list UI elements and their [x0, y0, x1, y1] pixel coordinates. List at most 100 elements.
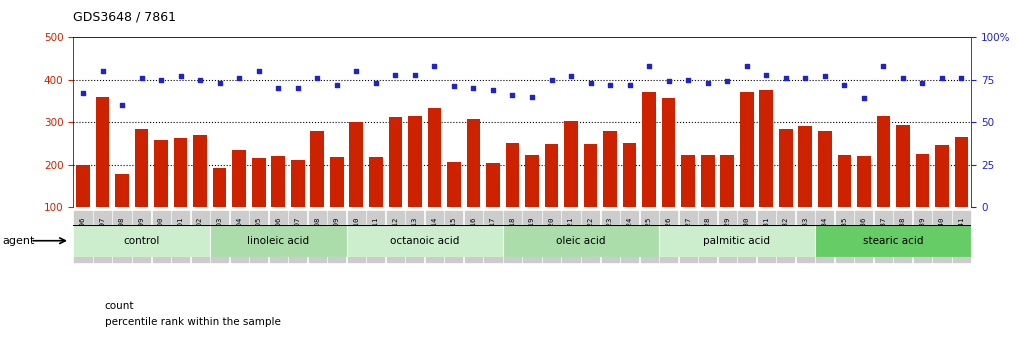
Bar	[740, 92, 754, 207]
Point	[562, 73, 579, 79]
Bar	[115, 174, 129, 207]
Bar	[603, 131, 617, 207]
Bar	[818, 131, 832, 207]
Bar	[252, 158, 265, 207]
Bar	[502, 225, 659, 257]
Point	[680, 77, 697, 82]
Point	[445, 84, 462, 89]
Bar	[467, 119, 480, 207]
Point	[328, 82, 345, 87]
Bar	[96, 97, 110, 207]
Bar	[643, 92, 656, 207]
Point	[387, 72, 404, 78]
Bar	[681, 155, 695, 207]
Text: palmitic acid: palmitic acid	[704, 236, 771, 246]
Point	[466, 85, 482, 91]
Bar	[330, 157, 344, 207]
Text: GDS3648 / 7861: GDS3648 / 7861	[73, 11, 176, 24]
Bar	[584, 144, 597, 207]
Bar	[174, 138, 187, 207]
Text: percentile rank within the sample: percentile rank within the sample	[105, 317, 281, 327]
Point	[348, 68, 364, 74]
Bar	[193, 135, 206, 207]
Point	[953, 75, 969, 81]
Bar	[662, 98, 675, 207]
Bar	[505, 143, 520, 207]
Point	[368, 80, 384, 86]
Point	[855, 96, 872, 101]
Text: agent: agent	[2, 236, 35, 246]
Bar	[720, 155, 734, 207]
Point	[543, 77, 559, 82]
Bar	[73, 225, 210, 257]
Point	[173, 73, 189, 79]
Point	[621, 82, 638, 87]
Point	[95, 68, 111, 74]
Bar	[155, 141, 168, 207]
Point	[426, 63, 442, 69]
Point	[602, 82, 618, 87]
Bar	[659, 225, 815, 257]
Point	[133, 75, 149, 81]
Bar	[622, 143, 637, 207]
Point	[895, 75, 911, 81]
Bar	[955, 137, 968, 207]
Point	[660, 79, 676, 84]
Bar	[408, 116, 422, 207]
Bar	[564, 121, 578, 207]
Text: linoleic acid: linoleic acid	[247, 236, 309, 246]
Point	[407, 72, 423, 78]
Bar	[760, 90, 773, 207]
Bar	[779, 129, 792, 207]
Point	[836, 82, 852, 87]
Bar	[915, 154, 930, 207]
Bar	[896, 125, 910, 207]
Text: control: control	[123, 236, 160, 246]
Point	[641, 63, 657, 69]
Point	[271, 85, 287, 91]
Point	[817, 73, 833, 79]
Point	[758, 72, 774, 78]
Point	[934, 75, 950, 81]
Bar	[857, 156, 871, 207]
Point	[700, 80, 716, 86]
Point	[192, 77, 208, 82]
Point	[778, 75, 794, 81]
Bar	[838, 155, 851, 207]
Bar	[210, 225, 347, 257]
Point	[797, 75, 814, 81]
Bar	[272, 156, 285, 207]
Bar	[447, 162, 461, 207]
Bar	[815, 225, 971, 257]
Point	[583, 80, 599, 86]
Text: octanoic acid: octanoic acid	[390, 236, 460, 246]
Point	[485, 87, 501, 93]
Point	[914, 80, 931, 86]
Bar	[388, 116, 402, 207]
Bar	[213, 168, 227, 207]
Bar	[232, 150, 246, 207]
Bar	[877, 116, 890, 207]
Text: stearic acid: stearic acid	[862, 236, 923, 246]
Point	[738, 63, 755, 69]
Point	[114, 102, 130, 108]
Bar	[134, 129, 148, 207]
Point	[250, 68, 266, 74]
Bar	[935, 145, 949, 207]
Point	[504, 92, 521, 98]
Bar	[701, 155, 715, 207]
Bar	[798, 126, 813, 207]
Bar	[310, 131, 324, 207]
Point	[290, 85, 306, 91]
Point	[231, 75, 247, 81]
Point	[719, 79, 735, 84]
Bar	[291, 160, 304, 207]
Bar	[369, 157, 382, 207]
Bar	[545, 144, 558, 207]
Text: oleic acid: oleic acid	[556, 236, 605, 246]
Bar	[76, 165, 89, 207]
Bar	[486, 163, 499, 207]
Point	[75, 90, 92, 96]
Bar	[350, 122, 363, 207]
Point	[153, 77, 169, 82]
